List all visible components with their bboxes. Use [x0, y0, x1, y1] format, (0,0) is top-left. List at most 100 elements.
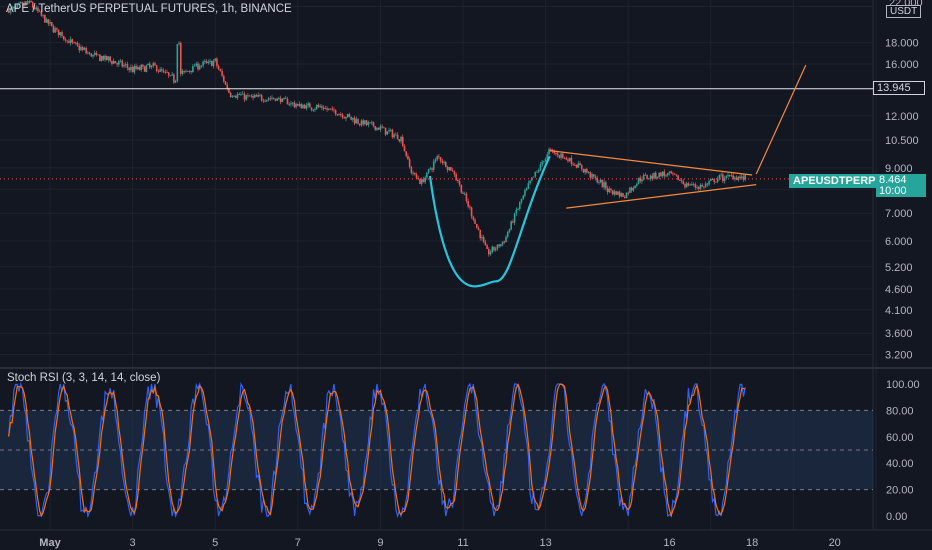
stoch-rsi-pane: 0.00 20.00 40.00 60.00 80.00 100.00	[0, 379, 920, 523]
candle-body	[185, 70, 187, 72]
candle-body	[424, 177, 426, 183]
candle-body	[78, 45, 81, 51]
candle-body	[228, 88, 230, 93]
candle-body	[623, 196, 626, 199]
candle-body	[252, 95, 254, 98]
candle-body	[209, 60, 211, 62]
candle-body	[481, 236, 483, 239]
candle-body	[119, 60, 122, 62]
candle-body	[291, 102, 294, 104]
price-tick-label: 4.100	[885, 305, 913, 317]
candle-body	[567, 159, 569, 162]
stoch-tick-label: 100.00	[886, 379, 920, 391]
candle-body	[505, 236, 507, 243]
candle-body	[266, 99, 268, 102]
candle-body	[69, 39, 72, 44]
candle-body	[111, 61, 113, 64]
currency-label[interactable]: USDT	[886, 5, 922, 18]
candle-body	[369, 122, 371, 124]
price-tick-label: 18.000	[885, 38, 919, 50]
candle-body	[162, 70, 165, 72]
candle-body	[513, 213, 516, 223]
candle-body	[606, 188, 609, 193]
candle-body	[544, 158, 547, 161]
candle-body	[279, 98, 282, 103]
candle-body	[520, 198, 523, 203]
candle-body	[670, 171, 673, 174]
candle-body	[314, 109, 316, 110]
candle-body	[140, 64, 143, 71]
candle-body	[580, 165, 583, 169]
candle-body	[689, 184, 691, 186]
candle-body	[493, 246, 495, 251]
candle-body	[61, 32, 63, 37]
candle-body	[30, 1, 32, 3]
price-scale-top-label: 22.000	[889, 0, 923, 9]
candle-body	[568, 157, 571, 162]
candle-body	[13, 7, 15, 9]
candle-body	[348, 114, 351, 117]
candle-body	[534, 171, 537, 177]
candle-body	[610, 188, 612, 191]
candle-body	[118, 61, 120, 65]
candle-body	[341, 114, 344, 118]
candle-body	[121, 60, 124, 67]
candle-body	[238, 94, 241, 95]
candle-body	[718, 175, 721, 179]
candle-body	[723, 177, 726, 182]
candle-body	[603, 182, 605, 188]
candle-body	[524, 190, 526, 196]
candle-body	[706, 183, 709, 185]
candle-body	[54, 28, 56, 33]
candle-body	[455, 174, 457, 180]
candle-body	[527, 183, 530, 189]
candle-body	[136, 67, 139, 70]
candle-body	[303, 104, 306, 109]
candle-body	[322, 107, 325, 109]
candle-body	[274, 98, 277, 101]
candle-body	[336, 114, 339, 116]
candle-body	[469, 206, 471, 208]
candle-body	[697, 187, 700, 189]
candle-body	[293, 102, 296, 108]
candle-body	[556, 153, 559, 156]
candle-body	[737, 176, 740, 181]
triangle-lower-line	[566, 184, 757, 209]
candle-body	[333, 109, 335, 111]
candle-body	[198, 65, 201, 70]
candle-body	[267, 98, 270, 100]
candle-body	[149, 63, 151, 68]
candle-body	[200, 65, 203, 67]
candle-body	[346, 114, 349, 117]
candle-body	[383, 127, 385, 129]
candle-body	[229, 92, 232, 97]
candle-body	[630, 187, 633, 191]
indicator-title: Stoch RSI (3, 3, 14, 14, close)	[7, 372, 161, 384]
candle-body	[677, 175, 679, 181]
candle-body	[601, 179, 604, 188]
candle-body	[486, 245, 488, 250]
candle-body	[372, 122, 375, 127]
candle-body	[710, 179, 712, 181]
candle-body	[52, 25, 55, 33]
candle-body	[33, 7, 36, 10]
candle-body	[157, 70, 160, 72]
candle-body	[617, 191, 619, 195]
candle-body	[310, 107, 313, 111]
candle-body	[68, 41, 70, 44]
candle-body	[448, 167, 451, 170]
candle-body	[357, 119, 359, 124]
candle-body	[364, 120, 366, 125]
candle-body	[632, 188, 635, 191]
time-tick-label: 11	[457, 537, 468, 549]
candle-body	[684, 183, 686, 188]
candle-body	[414, 172, 416, 175]
candle-body	[353, 117, 356, 124]
candle-body	[281, 98, 284, 103]
candle-body	[625, 192, 628, 199]
candle-body	[639, 177, 642, 182]
candle-body	[49, 22, 51, 24]
candle-body	[62, 36, 65, 40]
candle-body	[391, 129, 394, 138]
